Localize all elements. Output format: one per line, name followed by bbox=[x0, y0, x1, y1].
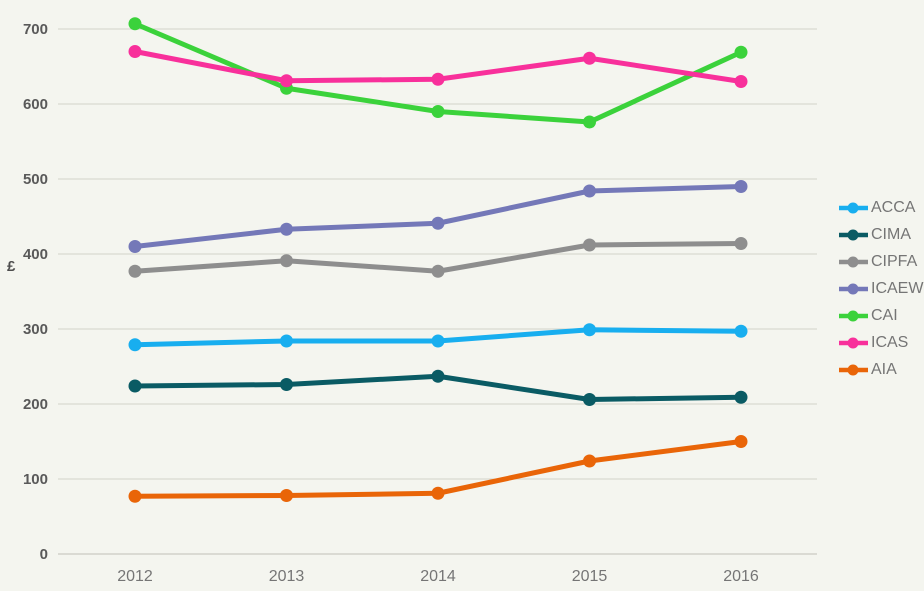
legend-label: ACCA bbox=[871, 198, 916, 216]
data-point-cai-2015 bbox=[583, 115, 596, 129]
x-tick-label: 2016 bbox=[723, 568, 759, 585]
data-point-cima-2013 bbox=[280, 378, 293, 391]
data-point-acca-2014 bbox=[431, 334, 445, 348]
data-point-icaew-2012 bbox=[128, 240, 142, 253]
data-point-icaew-2014 bbox=[431, 216, 445, 230]
data-point-cipfa-2012 bbox=[128, 264, 142, 278]
x-tick-label: 2014 bbox=[420, 568, 456, 585]
legend-label: AIA bbox=[871, 360, 897, 378]
data-point-aia-2015 bbox=[583, 454, 596, 468]
data-point-cai-2016 bbox=[734, 45, 748, 59]
y-tick-label: 400 bbox=[23, 246, 48, 263]
legend-marker-icon bbox=[839, 337, 868, 348]
data-point-acca-2013 bbox=[280, 334, 293, 348]
data-point-aia-2012 bbox=[128, 489, 142, 503]
data-point-cipfa-2013 bbox=[280, 254, 293, 268]
legend-item-icaew[interactable]: ICAEW bbox=[838, 275, 923, 302]
data-point-aia-2016 bbox=[734, 435, 748, 448]
x-tick-label: 2012 bbox=[117, 568, 153, 585]
legend-marker-icon bbox=[839, 202, 868, 213]
legend-item-aia[interactable]: AIA bbox=[838, 356, 923, 383]
legend-item-cima[interactable]: CIMA bbox=[838, 221, 923, 248]
data-point-cipfa-2014 bbox=[431, 264, 445, 278]
legend-marker-icon bbox=[839, 256, 868, 267]
data-point-acca-2016 bbox=[734, 324, 748, 338]
data-point-cima-2016 bbox=[734, 390, 748, 404]
legend-marker-icon bbox=[839, 364, 868, 375]
data-point-cai-2012 bbox=[128, 17, 142, 31]
data-point-cipfa-2016 bbox=[734, 237, 748, 250]
data-point-aia-2014 bbox=[431, 486, 445, 500]
x-tick-label: 2015 bbox=[572, 568, 608, 585]
legend: ACCA CIMA CIPFA ICAEW CAI ICAS AIA bbox=[838, 194, 923, 383]
y-tick-label: 300 bbox=[23, 321, 48, 338]
data-point-icas-2015 bbox=[583, 51, 596, 65]
data-point-cai-2014 bbox=[431, 105, 445, 118]
y-tick-label: 100 bbox=[23, 471, 48, 488]
data-point-icaew-2013 bbox=[280, 222, 293, 236]
legend-label: ICAEW bbox=[871, 279, 924, 297]
series-line-icaew bbox=[134, 184, 742, 249]
y-tick-label: 500 bbox=[23, 171, 48, 188]
data-point-cima-2015 bbox=[583, 393, 596, 406]
legend-label: CIPFA bbox=[871, 252, 918, 270]
legend-marker-icon bbox=[839, 310, 868, 321]
legend-label: ICAS bbox=[871, 333, 909, 351]
data-point-cima-2014 bbox=[431, 369, 445, 383]
data-point-icaew-2016 bbox=[734, 180, 748, 193]
y-tick-label: 600 bbox=[23, 96, 48, 113]
legend-item-acca[interactable]: ACCA bbox=[838, 194, 923, 221]
legend-label: CAI bbox=[871, 306, 898, 324]
x-tick-label: 2013 bbox=[269, 568, 305, 585]
legend-marker-icon bbox=[839, 229, 868, 240]
legend-label: CIMA bbox=[871, 225, 911, 243]
data-point-aia-2013 bbox=[280, 489, 293, 502]
data-point-icas-2016 bbox=[734, 75, 748, 88]
data-point-cima-2012 bbox=[128, 379, 142, 393]
legend-marker-icon bbox=[839, 283, 868, 294]
data-point-acca-2012 bbox=[128, 338, 142, 352]
y-tick-label: 0 bbox=[40, 546, 48, 563]
legend-item-cipfa[interactable]: CIPFA bbox=[838, 248, 923, 275]
y-tick-label: 700 bbox=[23, 21, 48, 38]
y-axis-title: £ bbox=[7, 258, 16, 275]
data-point-cipfa-2015 bbox=[583, 238, 596, 252]
data-point-icaew-2015 bbox=[583, 184, 596, 198]
data-point-icas-2012 bbox=[128, 45, 142, 58]
y-tick-label: 200 bbox=[23, 396, 48, 413]
data-point-icas-2014 bbox=[431, 72, 445, 86]
data-point-acca-2015 bbox=[583, 323, 596, 337]
data-point-icas-2013 bbox=[280, 74, 293, 88]
legend-item-cai[interactable]: CAI bbox=[838, 302, 923, 329]
legend-item-icas[interactable]: ICAS bbox=[838, 329, 923, 356]
